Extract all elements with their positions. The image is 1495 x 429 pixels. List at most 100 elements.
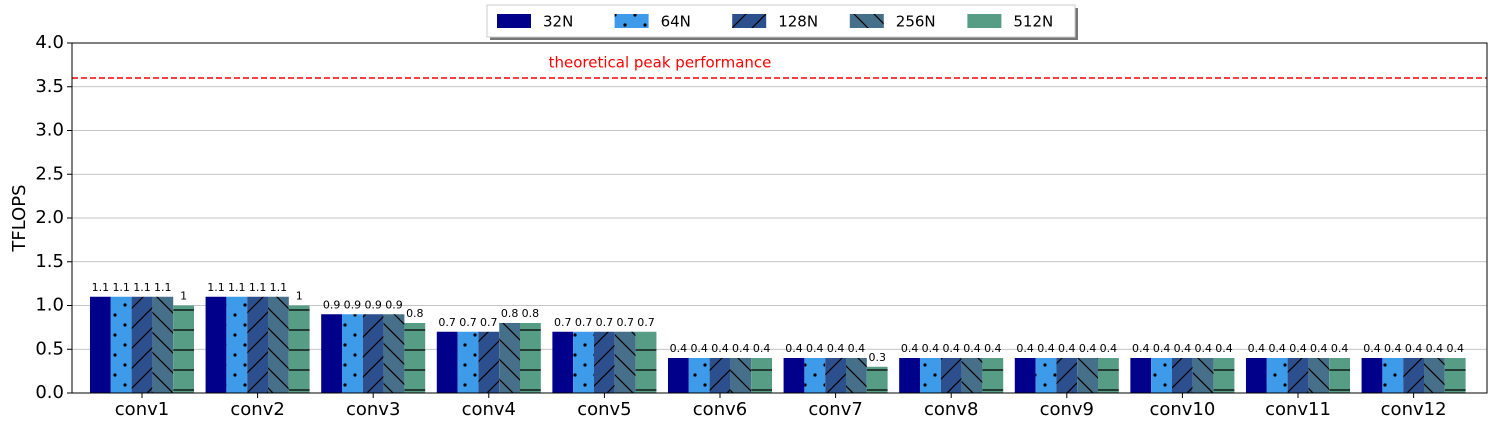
y-tick-label: 4.0 — [35, 32, 64, 53]
value-label: 0.9 — [364, 298, 382, 311]
value-label: 0.7 — [637, 316, 655, 329]
bar — [1424, 358, 1445, 393]
value-label: 0.4 — [848, 342, 866, 355]
x-tick-label: conv3 — [346, 399, 400, 420]
value-label: 0.4 — [1058, 342, 1076, 355]
value-label: 0.7 — [575, 316, 593, 329]
bar — [520, 323, 541, 393]
bar — [205, 296, 227, 393]
bar — [131, 296, 153, 393]
y-tick-label: 2.5 — [35, 163, 64, 184]
bar — [226, 296, 248, 393]
value-label: 0.4 — [1132, 342, 1150, 355]
value-label: 0.7 — [554, 316, 572, 329]
bar — [919, 358, 941, 393]
bar — [1444, 358, 1466, 393]
value-label: 0.4 — [670, 342, 688, 355]
bar — [1245, 358, 1267, 393]
reference-label: theoretical peak performance — [549, 54, 772, 72]
x-tick-label: conv10 — [1149, 399, 1215, 420]
legend-label: 256N — [896, 13, 936, 31]
value-label: 0.4 — [1079, 342, 1097, 355]
bar — [783, 358, 805, 393]
bar — [1361, 358, 1383, 393]
value-label: 0.4 — [1248, 342, 1266, 355]
bar — [478, 331, 500, 393]
value-label: 0.4 — [1384, 342, 1402, 355]
value-label: 0.8 — [522, 307, 540, 320]
bar — [404, 323, 426, 393]
value-label: 0.8 — [501, 307, 519, 320]
bar — [173, 305, 195, 393]
value-label: 0.4 — [1153, 342, 1171, 355]
y-tick-label: 1.5 — [35, 251, 64, 272]
bar — [1382, 358, 1404, 393]
value-label: 0.4 — [1310, 342, 1328, 355]
bar — [804, 358, 826, 393]
y-tick-label: 0.5 — [35, 338, 64, 359]
bar — [1035, 358, 1057, 393]
bar — [552, 331, 574, 393]
value-label: 0.4 — [901, 342, 919, 355]
bar — [457, 331, 479, 393]
x-tick-label: conv1 — [115, 399, 169, 420]
bar — [1308, 358, 1330, 393]
value-label: 0.4 — [806, 342, 824, 355]
value-label: 1.1 — [270, 281, 288, 294]
legend-label: 512N — [1013, 13, 1053, 31]
x-tick-label: conv8 — [924, 399, 978, 420]
value-label: 1.1 — [207, 281, 225, 294]
legend-label: 32N — [543, 13, 573, 31]
value-label: 0.4 — [753, 342, 771, 355]
y-tick-label: 3.0 — [35, 120, 64, 141]
value-label: 0.7 — [480, 316, 498, 329]
bar — [288, 305, 310, 393]
value-label: 0.4 — [1331, 342, 1349, 355]
value-label: 0.4 — [922, 342, 940, 355]
x-tick-label: conv7 — [808, 399, 862, 420]
bar — [341, 314, 363, 393]
value-label: 0.4 — [1363, 342, 1381, 355]
bar — [961, 358, 983, 393]
legend-swatch — [732, 14, 767, 28]
value-label: 0.7 — [438, 316, 456, 329]
bar — [940, 358, 962, 393]
value-label: 0.4 — [1174, 342, 1192, 355]
value-label: 0.4 — [1194, 342, 1212, 355]
bar — [1403, 358, 1425, 393]
value-label: 0.7 — [616, 316, 634, 329]
value-label: 0.3 — [868, 351, 886, 364]
value-label: 0.4 — [690, 342, 708, 355]
bar — [1151, 358, 1172, 393]
bar — [1329, 358, 1351, 393]
bar — [1213, 358, 1235, 393]
y-axis-label: TFLOPS — [9, 184, 30, 252]
x-tick-label: conv5 — [577, 399, 631, 420]
value-label: 0.9 — [323, 298, 341, 311]
bar — [730, 358, 752, 393]
bar — [383, 314, 405, 393]
y-tick-label: 3.5 — [35, 76, 64, 97]
value-label: 0.4 — [1426, 342, 1444, 355]
value-label: 0.4 — [963, 342, 981, 355]
value-label: 0.4 — [711, 342, 729, 355]
plot-frame — [71, 42, 1488, 394]
y-tick-label: 0.0 — [35, 382, 64, 403]
value-label: 0.4 — [1268, 342, 1286, 355]
value-label: 1.1 — [228, 281, 246, 294]
bar — [593, 331, 615, 393]
value-label: 1.1 — [154, 281, 172, 294]
bar — [709, 358, 731, 393]
value-label: 0.4 — [1016, 342, 1034, 355]
bar — [846, 358, 867, 393]
bar — [982, 358, 1004, 393]
bar — [635, 331, 657, 393]
value-label: 0.9 — [385, 298, 403, 311]
bar — [1287, 358, 1309, 393]
value-label: 0.4 — [1215, 342, 1233, 355]
legend-label: 128N — [778, 13, 818, 31]
value-label: 0.9 — [344, 298, 362, 311]
legend-swatch — [497, 14, 531, 28]
value-label: 1.1 — [112, 281, 130, 294]
value-label: 1.1 — [249, 281, 267, 294]
